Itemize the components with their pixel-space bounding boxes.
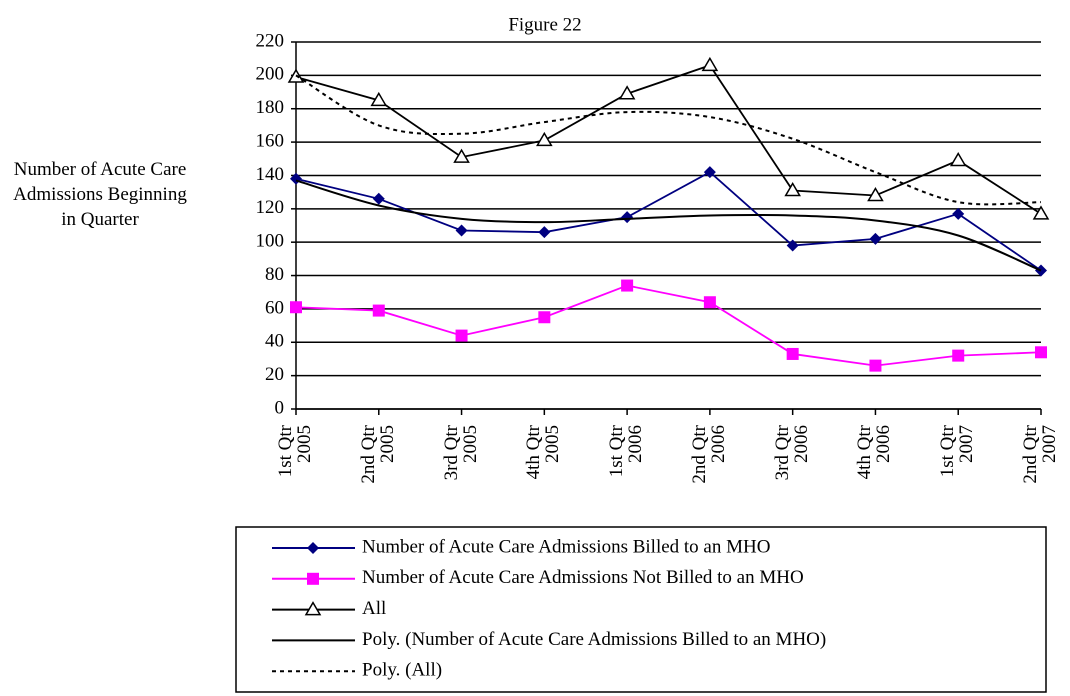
data-point	[372, 304, 385, 317]
x-tick-label: 3rd Qtr 2005	[440, 425, 481, 481]
data-point	[703, 166, 716, 179]
data-point	[786, 347, 799, 360]
y-tick-label: 0	[275, 397, 285, 418]
series-line	[295, 179, 1042, 272]
chart-title: Figure 22	[508, 14, 581, 35]
x-tick-label: 2nd Qtr 2005	[357, 425, 398, 484]
data-point	[786, 239, 799, 252]
legend-label: Poly. (Number of Acute Care Admissions B…	[362, 629, 826, 650]
y-tick-label: 220	[256, 30, 285, 51]
data-point	[701, 56, 719, 72]
data-point	[372, 192, 385, 205]
data-point	[949, 151, 967, 167]
y-tick-label: 180	[256, 97, 285, 118]
series-line	[295, 64, 1042, 215]
x-tick-label: 4th Qtr 2006	[854, 425, 895, 480]
data-point	[952, 349, 965, 362]
data-point	[703, 296, 716, 309]
y-tick-label: 20	[265, 364, 284, 385]
data-point	[869, 359, 882, 372]
series-line	[295, 171, 1042, 272]
x-tick-label: 2nd Qtr 2007	[1020, 425, 1060, 484]
legend-label: All	[362, 598, 386, 619]
data-point	[455, 224, 468, 237]
y-tick-label: 160	[256, 130, 285, 151]
series-line	[295, 74, 1042, 206]
x-tick-label: 4th Qtr 2005	[523, 425, 564, 480]
y-tick-label: 200	[256, 64, 285, 85]
data-point	[869, 232, 882, 245]
legend-marker	[307, 542, 319, 554]
legend-label: Number of Acute Care Admissions Billed t…	[362, 536, 770, 557]
y-tick-label: 80	[265, 264, 284, 285]
data-point	[621, 279, 634, 292]
data-point	[290, 301, 302, 314]
data-point	[536, 131, 553, 147]
x-tick-label: 2nd Qtr 2006	[688, 425, 729, 484]
x-tick-label: 1st Qtr 2006	[606, 425, 647, 478]
data-point	[538, 311, 551, 324]
y-tick-label: 100	[256, 231, 285, 252]
y-tick-label: 140	[256, 164, 285, 185]
x-tick-label: 1st Qtr 2007	[937, 425, 978, 478]
data-point	[1032, 205, 1050, 220]
x-tick-label: 1st Qtr 2005	[275, 425, 315, 478]
data-point	[784, 181, 801, 197]
y-tick-label: 40	[265, 331, 284, 352]
data-point	[618, 85, 636, 100]
data-point	[952, 207, 965, 220]
y-axis-label: Number of Acute Care Admissions Beginnin…	[13, 159, 187, 230]
legend-label: Number of Acute Care Admissions Not Bill…	[362, 567, 804, 588]
y-tick-label: 60	[265, 297, 284, 318]
data-point	[370, 91, 388, 107]
data-point	[621, 211, 634, 224]
x-tick-label: 3rd Qtr 2006	[771, 425, 812, 481]
legend-box	[235, 526, 1047, 693]
data-point	[867, 186, 884, 202]
data-point	[1035, 346, 1047, 359]
series-line	[295, 284, 1042, 367]
y-tick-label: 120	[256, 197, 285, 218]
legend-marker	[304, 601, 322, 616]
data-point	[455, 329, 468, 342]
legend-label: Poly. (All)	[362, 660, 442, 681]
data-point	[290, 172, 302, 185]
data-point	[453, 148, 470, 163]
legend-marker	[307, 572, 319, 585]
data-point	[538, 226, 551, 239]
